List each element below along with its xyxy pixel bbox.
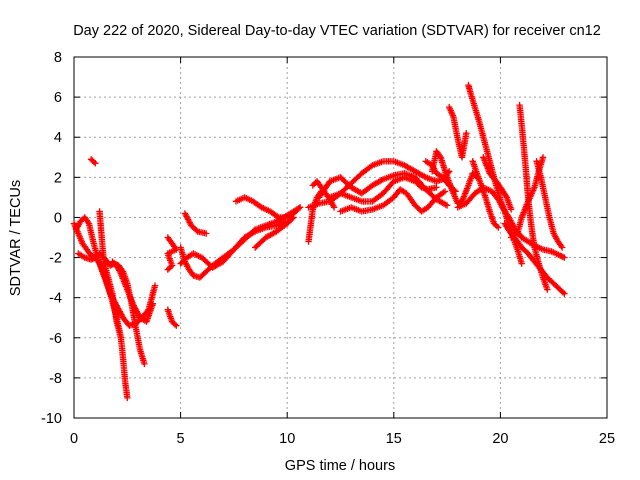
x-tick-label: 25	[599, 431, 615, 447]
series-marker-path	[446, 103, 470, 161]
series-arc-12	[232, 194, 304, 221]
series-marker-path	[533, 158, 566, 251]
series-arc-4	[96, 208, 125, 341]
y-tick-label: 6	[54, 90, 62, 106]
series-arc-26	[480, 154, 515, 213]
y-tick-label: 8	[54, 50, 62, 66]
y-tick-label: -8	[49, 371, 62, 387]
series-arc-30	[533, 158, 566, 251]
series-arc-8	[164, 234, 180, 273]
series-marker-path	[252, 214, 297, 251]
series-marker-path	[429, 148, 481, 207]
series-marker-path	[164, 234, 180, 273]
x-axis-label: GPS time / hours	[285, 458, 395, 474]
x-tick-label: 20	[492, 431, 508, 447]
series-arc-13	[252, 214, 297, 251]
x-tick-label: 10	[279, 431, 295, 447]
data-marks	[70, 81, 568, 402]
series-arc-21	[429, 148, 481, 207]
series-arc-22	[446, 103, 470, 161]
series-arc-9	[181, 210, 210, 237]
series-marker-path	[164, 306, 180, 329]
y-tick-label: -10	[41, 411, 62, 427]
y-tick-label: -2	[49, 251, 62, 267]
series-marker-path	[480, 154, 515, 213]
y-tick-label: -4	[49, 291, 62, 307]
series-arc-28	[516, 101, 551, 293]
series-marker-path	[87, 156, 99, 167]
series-arc-11	[177, 218, 291, 271]
series-marker-path	[516, 101, 551, 293]
series-marker-path	[181, 210, 210, 237]
series-arc-7	[164, 306, 180, 329]
series-arc-19	[316, 170, 451, 209]
x-tick-label: 15	[386, 431, 402, 447]
x-tick-label: 5	[177, 431, 185, 447]
chart-title: Day 222 of 2020, Sidereal Day-to-day VTE…	[73, 23, 601, 39]
series-arc-5	[109, 258, 157, 325]
series-arc-6	[87, 156, 99, 167]
series-marker-path	[316, 170, 451, 209]
x-tick-label: 0	[70, 431, 78, 447]
series-marker-path	[177, 218, 291, 271]
series-marker-path	[109, 258, 157, 325]
axis-ticks: 0 5 10 15 20 25 -10 -8 -6 -4 -2 0 2 4 6 8	[41, 50, 615, 447]
y-axis-label: SDTVAR / TECUs	[8, 180, 24, 296]
series-marker-path	[232, 194, 304, 221]
y-tick-label: 2	[54, 170, 62, 186]
plot-frame	[73, 56, 608, 419]
y-tick-label: -6	[49, 331, 62, 347]
series-marker-path	[96, 208, 125, 341]
y-tick-label: 0	[54, 210, 62, 226]
y-tick-label: 4	[54, 130, 62, 146]
